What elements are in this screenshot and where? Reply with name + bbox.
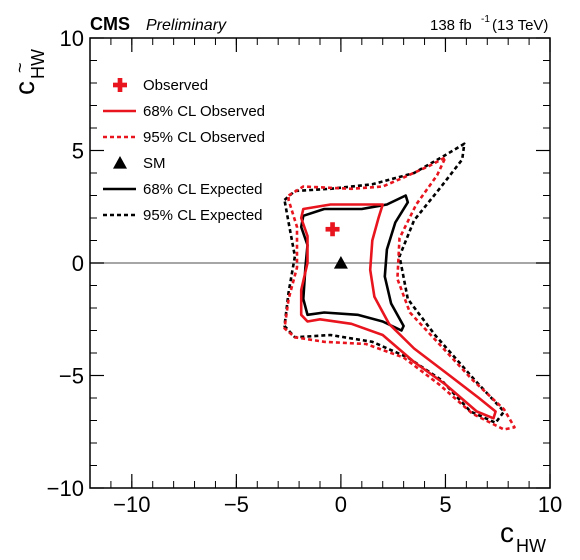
legend-entry-sm: SM xyxy=(113,155,166,172)
y-axis-title-sub: HW xyxy=(28,49,48,79)
y-tick-label: −10 xyxy=(47,476,84,501)
y-axis-title: c HW ~ xyxy=(9,49,48,95)
x-tick-label: −5 xyxy=(224,492,249,517)
legend-cross-icon xyxy=(113,78,127,92)
legend-entry-68pct-cl-observed: 68% CL Observed xyxy=(103,103,265,120)
lumi-energy: (13 TeV) xyxy=(492,17,548,34)
contour-95pct-cl-observed xyxy=(283,156,516,431)
x-axis-title: c HW xyxy=(500,517,546,556)
legend-entry-95pct-cl-observed: 95% CL Observed xyxy=(103,129,265,146)
contour-95pct-cl-expected xyxy=(283,142,506,425)
y-tick-label: 10 xyxy=(60,26,84,51)
marker-group xyxy=(325,222,348,269)
legend-label: 68% CL Observed xyxy=(143,103,265,120)
observed-marker xyxy=(325,222,340,237)
contour-group xyxy=(283,142,516,431)
tick-group: −10 −5 0 5 10 −10 −5 0 5 10 xyxy=(47,26,563,517)
experiment-label: CMS xyxy=(90,14,130,34)
y-axis-title-tilde: ~ xyxy=(10,62,30,73)
x-axis-title-sub: HW xyxy=(516,536,546,556)
x-tick-label: 0 xyxy=(335,492,347,517)
lumi-value: 138 fb xyxy=(430,17,472,34)
legend: Observed 68% CL Observed 95% CL Observed SM… xyxy=(103,77,265,224)
contour-68pct-cl-observed xyxy=(299,203,497,420)
status-label: Preliminary xyxy=(146,17,227,34)
lumi-exponent: -1 xyxy=(481,14,490,25)
legend-label: 68% CL Expected xyxy=(143,181,263,198)
legend-triangle-icon xyxy=(113,156,127,169)
y-axis-title-main: c xyxy=(9,81,40,95)
y-tick-label: 5 xyxy=(72,139,84,164)
x-tick-label: −10 xyxy=(113,492,150,517)
legend-label: 95% CL Observed xyxy=(143,129,265,146)
x-tick-label: 10 xyxy=(538,492,562,517)
sm-marker xyxy=(333,256,348,269)
legend-entry-observed: Observed xyxy=(113,77,208,94)
legend-label: Observed xyxy=(143,77,208,94)
y-tick-label: 0 xyxy=(72,251,84,276)
plot-area: −10 −5 0 5 10 −10 −5 0 5 10 xyxy=(47,26,563,517)
legend-entry-95pct-cl-expected: 95% CL Expected xyxy=(103,207,263,224)
legend-label: SM xyxy=(143,155,166,172)
legend-entry-68pct-cl-expected: 68% CL Expected xyxy=(103,181,263,198)
x-axis-title-main: c xyxy=(500,517,514,548)
legend-label: 95% CL Expected xyxy=(143,207,263,224)
x-tick-label: 5 xyxy=(439,492,451,517)
y-tick-label: −5 xyxy=(59,364,84,389)
